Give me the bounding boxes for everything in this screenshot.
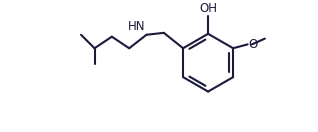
- Text: O: O: [249, 38, 258, 51]
- Text: OH: OH: [199, 2, 217, 15]
- Text: HN: HN: [128, 20, 146, 33]
